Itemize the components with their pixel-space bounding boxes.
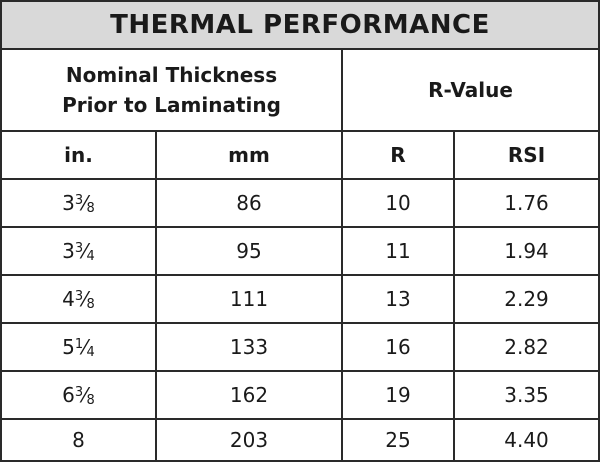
cell-inches: 33⁄8 <box>2 178 157 228</box>
cell-mm: 86 <box>155 178 343 228</box>
cell-rsi: 1.76 <box>452 178 599 228</box>
cell-rsi: 1.94 <box>452 226 599 276</box>
cell-inches: 51⁄4 <box>2 322 157 372</box>
cell-mm: 203 <box>155 418 343 462</box>
table-body: 33⁄8 86 10 1.76 33⁄4 95 11 1.94 43⁄8 111… <box>2 178 599 462</box>
cell-r: 11 <box>341 226 455 276</box>
column-header-r: R <box>341 130 455 180</box>
table-row: 51⁄4 133 16 2.82 <box>2 322 599 372</box>
column-header-in: in. <box>2 130 157 180</box>
r-value-header: R-Value <box>340 48 599 132</box>
table-row: 63⁄8 162 19 3.35 <box>2 370 599 420</box>
cell-inches: 63⁄8 <box>2 370 157 420</box>
cell-mm: 162 <box>155 370 343 420</box>
cell-r: 13 <box>341 274 455 324</box>
table-row: 43⁄8 111 13 2.29 <box>2 274 599 324</box>
nominal-thickness-header-line1: Nominal Thickness <box>65 63 278 87</box>
cell-inches: 8 <box>2 418 157 462</box>
table-row: 8 203 25 4.40 <box>2 418 599 462</box>
nominal-thickness-header-line2: Prior to Laminating <box>62 93 281 117</box>
cell-rsi: 4.40 <box>452 418 599 462</box>
table-title: THERMAL PERFORMANCE <box>2 2 599 50</box>
cell-mm: 95 <box>155 226 343 276</box>
table-row: 33⁄4 95 11 1.94 <box>2 226 599 276</box>
cell-mm: 111 <box>155 274 343 324</box>
column-header-mm: mm <box>155 130 343 180</box>
nominal-thickness-header: Nominal Thickness Prior to Laminating <box>2 48 343 132</box>
cell-inches: 43⁄8 <box>2 274 157 324</box>
cell-mm: 133 <box>155 322 343 372</box>
cell-r: 10 <box>341 178 455 228</box>
cell-r: 19 <box>341 370 455 420</box>
column-header-rsi: RSI <box>452 130 599 180</box>
cell-rsi: 2.29 <box>452 274 599 324</box>
cell-inches: 33⁄4 <box>2 226 157 276</box>
cell-r: 16 <box>341 322 455 372</box>
cell-rsi: 3.35 <box>452 370 599 420</box>
table-row: 33⁄8 86 10 1.76 <box>2 178 599 228</box>
cell-r: 25 <box>341 418 455 462</box>
cell-rsi: 2.82 <box>452 322 599 372</box>
